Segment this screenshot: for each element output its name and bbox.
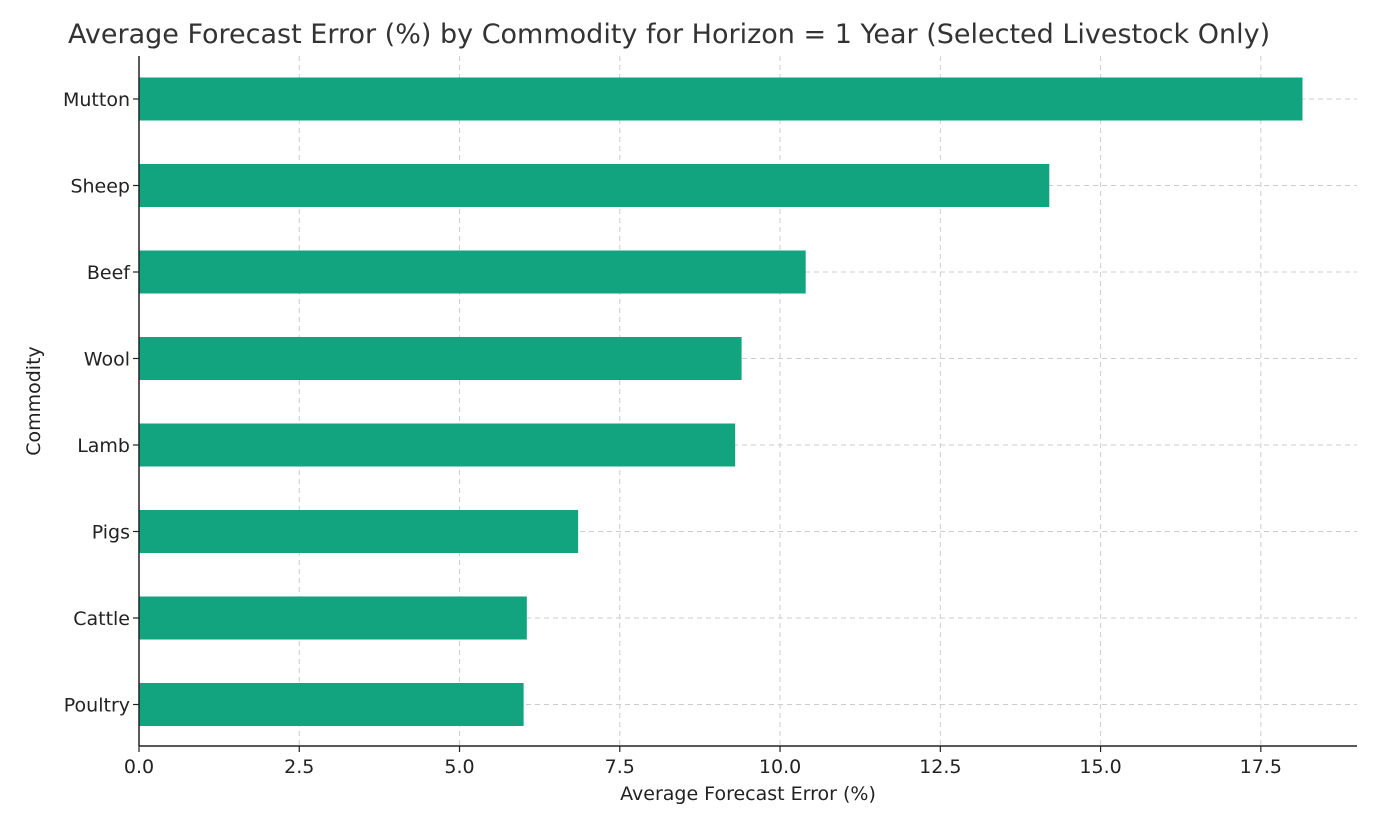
y-tick-label-wool: Wool [84,349,130,371]
y-tick-label-sheep: Sheep [70,176,130,198]
y-axis-label: Commodity [23,346,45,456]
bar-beef [139,250,806,294]
bar-wool [139,337,742,380]
y-tick-label-beef: Beef [87,262,131,284]
x-tick-label: 17.5 [1240,756,1282,778]
bar-lamb [139,423,736,467]
bar-mutton [139,77,1303,121]
bar-poultry [139,683,524,726]
y-tick-label-lamb: Lamb [77,435,130,457]
grid-lines [138,56,1357,746]
x-tick-label: 7.5 [605,756,635,778]
bars [139,77,1303,726]
y-tick-label-pigs: Pigs [92,522,130,544]
bar-sheep [139,164,1050,207]
x-tick-label: 12.5 [919,756,961,778]
x-tick-label: 10.0 [759,756,801,778]
y-tick-label-mutton: Mutton [63,89,130,111]
axes [138,56,1357,747]
x-axis-label: Average Forecast Error (%) [620,783,876,805]
bar-pigs [139,510,579,553]
x-tick-label: 2.5 [284,756,314,778]
bar-cattle [139,596,527,640]
x-tick-label: 5.0 [444,756,474,778]
x-tick-label: 15.0 [1079,756,1121,778]
chart-title: Average Forecast Error (%) by Commodity … [68,19,1270,50]
y-tick-label-cattle: Cattle [73,608,130,630]
x-ticks: 0.0 2.5 5.0 7.5 10.0 12.5 15.0 17.5 [124,746,1282,778]
y-tick-label-poultry: Poultry [64,695,130,717]
x-tick-label: 0.0 [124,756,154,778]
y-ticks: Mutton Sheep Beef Wool Lamb Pigs Cattle Poultry [63,89,139,717]
